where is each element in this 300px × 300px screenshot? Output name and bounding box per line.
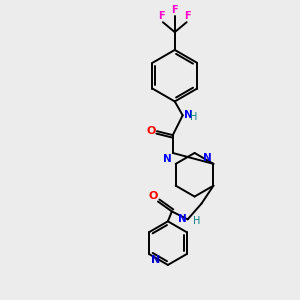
- Text: N: N: [184, 110, 192, 120]
- Text: N: N: [151, 255, 160, 265]
- Text: H: H: [193, 216, 200, 226]
- Text: F: F: [172, 5, 178, 15]
- Text: N: N: [178, 214, 187, 224]
- Text: O: O: [146, 126, 156, 136]
- Text: O: O: [148, 190, 158, 200]
- Text: H: H: [190, 112, 197, 122]
- Text: F: F: [184, 11, 191, 21]
- Text: N: N: [203, 153, 212, 163]
- Text: F: F: [159, 11, 165, 21]
- Text: N: N: [163, 154, 172, 164]
